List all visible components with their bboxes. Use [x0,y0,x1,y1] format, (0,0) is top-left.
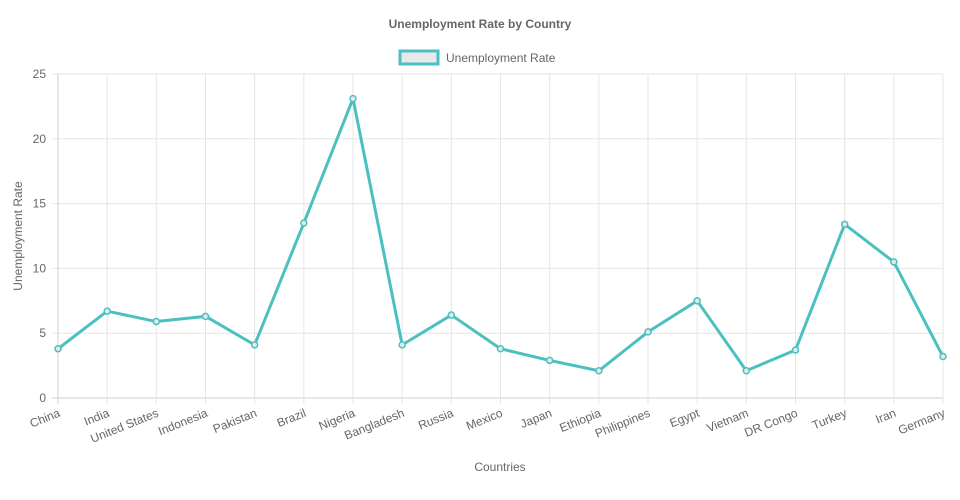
data-point[interactable] [201,312,210,321]
x-tick-label: Pakistan [211,406,259,436]
x-tick-label: DR Congo [742,406,799,440]
x-tick-label: Turkey [810,406,849,433]
data-point[interactable] [349,94,357,103]
x-tick-label: China [28,406,63,431]
x-tick-label: Germany [896,406,947,437]
x-axis-title: Countries [474,460,525,474]
x-tick-label: Egypt [668,406,702,431]
data-point[interactable] [545,356,554,365]
y-tick-label: 20 [33,132,47,146]
legend-swatch [398,49,440,66]
data-point[interactable] [447,311,456,319]
legend-label: Unemployment Rate [446,51,556,65]
data-point[interactable] [595,367,603,375]
data-point[interactable] [300,219,308,227]
y-tick-label: 5 [39,326,46,340]
y-axis-title: Unemployment Rate [11,181,25,291]
data-point[interactable] [791,346,800,354]
data-point[interactable] [890,258,898,266]
y-tick-label: 10 [33,261,47,275]
series-unemployment-rate [54,94,947,375]
y-tick-label: 0 [39,391,46,405]
gridlines [52,73,944,404]
x-tick-label: Brazil [275,406,308,430]
data-point[interactable] [693,297,701,305]
y-tick-label: 15 [33,197,47,211]
data-point[interactable] [54,345,62,353]
data-point[interactable] [840,220,849,229]
chart-title: Unemployment Rate by Country [389,17,572,31]
data-point[interactable] [644,328,652,336]
data-point[interactable] [939,352,947,361]
data-point[interactable] [742,367,751,375]
data-point[interactable] [152,317,161,326]
x-tick-label: Mexico [464,406,505,433]
y-tick-label: 25 [33,67,47,81]
y-axis-ticks: 0 5 10 15 20 25 [33,67,47,405]
data-point[interactable] [398,341,406,349]
data-point[interactable] [103,307,111,315]
x-tick-label: Indonesia [156,406,210,439]
data-point[interactable] [496,345,505,353]
data-point[interactable] [250,341,259,349]
legend[interactable]: Unemployment Rate [398,49,556,66]
x-tick-label: Japan [518,406,554,431]
x-tick-label: Russia [416,406,456,433]
x-tick-label: Iran [874,406,898,427]
x-tick-label: Philippines [593,406,652,441]
